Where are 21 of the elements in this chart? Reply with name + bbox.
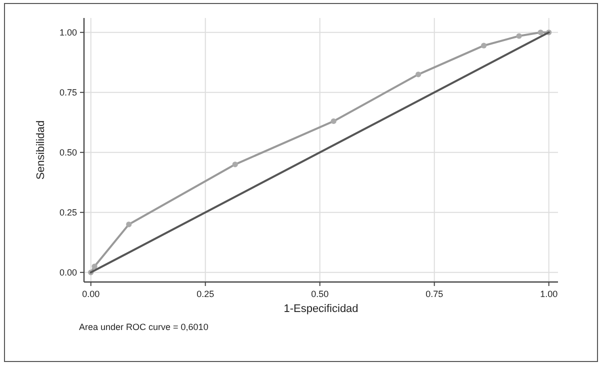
text: Area under ROC curve = 0,6010	[79, 322, 208, 332]
point	[416, 72, 422, 78]
point	[126, 222, 132, 228]
x-tick-label: 1.00	[540, 289, 558, 299]
point	[330, 118, 336, 124]
y-tick-label: 0.00	[59, 267, 77, 278]
x-tick-label: 0.50	[311, 289, 329, 299]
point	[232, 162, 238, 168]
y-tick-label: 0.50	[59, 147, 77, 158]
point	[92, 264, 98, 270]
x-axis-title: 1-Especificidad	[284, 303, 358, 315]
x-tick-label: 0.75	[426, 289, 444, 299]
point	[481, 42, 487, 48]
y-axis-title: Sensibilidad	[35, 120, 47, 180]
y-tick-label: 1.00	[59, 27, 77, 38]
x-tick-label: 0.25	[196, 289, 214, 299]
point	[516, 33, 522, 39]
x-tick-label: 0.00	[82, 289, 100, 299]
y-tick-label: 0.75	[59, 87, 77, 98]
y-tick-label: 0.25	[59, 207, 77, 218]
point	[538, 30, 544, 36]
